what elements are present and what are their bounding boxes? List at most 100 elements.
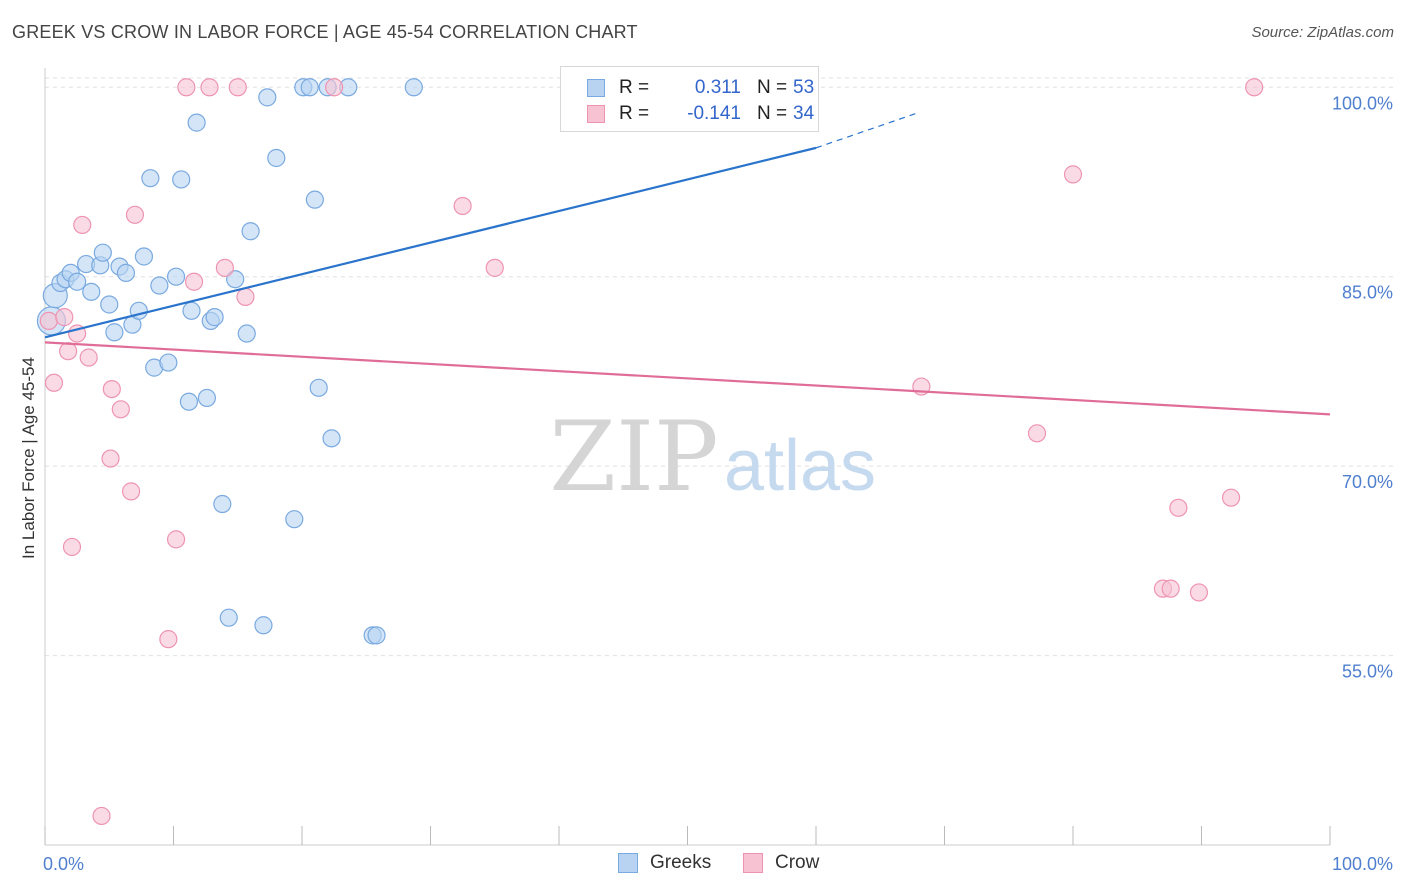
greeks-point [100,295,119,314]
greeks-point [322,429,341,448]
grid-lines [45,77,1394,657]
greeks-point [182,301,201,320]
crow-point [44,373,64,392]
greeks-point [179,392,199,411]
crow-point [1027,424,1047,443]
crow-point [184,272,204,291]
crow-point [121,482,141,501]
crow-point [228,78,247,97]
greeks-point [82,282,101,301]
watermark-zip: ZIP [549,401,718,513]
greeks-point [150,276,169,295]
crow-point [1221,488,1241,507]
crow-point [1245,78,1264,97]
crow-point [1063,165,1083,184]
crow-legend-label: Crow [775,852,820,873]
n-label: N = [757,77,788,98]
greeks-point [254,616,273,635]
crow-legend-swatch [743,853,763,873]
greeks-point [309,378,328,397]
crow-point [177,78,196,97]
y-tick-label: 100.0% [1332,93,1393,113]
crow-swatch [587,105,605,123]
correlation-legend: R = 0.311 N = 53 R = -0.141 N = 34 [560,66,819,132]
x-tick-label-min: 0.0% [43,854,84,874]
chart-title: GREEK VS CROW IN LABOR FORCE | AGE 45-54… [12,22,638,42]
crow-r-value: -0.141 [687,103,741,124]
crow-point [166,530,186,549]
crow-point [92,806,111,826]
greeks-point [159,353,178,372]
greeks-point [134,247,154,266]
crow-point [485,258,504,277]
crow-point [39,311,58,330]
greeks-point [68,272,87,291]
greeks-point [241,222,260,241]
crow-point [1161,579,1180,598]
crow-point [1189,583,1209,602]
y-tick-label: 70.0% [1342,472,1393,492]
greeks-point [172,170,191,189]
greeks-legend-swatch [618,853,638,873]
crow-point [62,537,82,557]
source-credit: Source: ZipAtlas.com [1251,24,1394,41]
crow-trend-line [44,341,1331,416]
greeks-point [197,388,217,408]
watermark-atlas: atlas [724,426,876,506]
axis-labels: 55.0% 70.0% 85.0% 100.0% 0.0% 100.0% In Labor … [19,93,1393,874]
crow-point [73,215,92,235]
crow-point [453,196,472,216]
greeks-trend-line [44,146,817,339]
greeks-n-value: 53 [793,77,815,98]
greeks-point [367,626,386,645]
n-label: N = [757,103,788,124]
crow-point [159,630,178,649]
crow-point [79,348,98,367]
crow-point [102,379,121,399]
y-axis-title: In Labor Force | Age 45-54 [19,357,38,559]
crow-point [236,287,255,306]
legend-item-crow: Crow [743,852,833,876]
greeks-point [116,263,136,283]
greeks-point [237,324,256,343]
crow-point [215,258,234,277]
greeks-point [404,78,423,97]
crow-point [125,205,145,224]
crow-n-value: 34 [793,103,815,124]
y-tick-label: 55.0% [1342,662,1393,682]
crow-point [59,342,78,361]
greeks-point [258,88,277,107]
greeks-legend-label: Greeks [650,852,712,873]
greeks-trend-extension [815,111,919,149]
trend-lines [44,111,1331,416]
greeks-point [305,190,324,209]
greeks-point [205,308,224,327]
crow-point [1169,498,1188,517]
greeks-point [219,608,238,627]
crow-point [325,78,344,97]
x-tick-label-max: 100.0% [1332,854,1393,874]
greeks-point [226,270,245,289]
greeks-point [93,243,112,262]
greeks-point [285,510,304,529]
crow-point [101,449,120,468]
crow-point [55,308,74,327]
r-label: R = [619,77,650,98]
greeks-point [300,78,319,97]
crow-point [111,400,130,419]
r-label: R = [619,103,650,124]
y-tick-label: 85.0% [1342,283,1393,303]
greeks-r-value: 0.311 [694,77,741,98]
axes [44,68,1331,846]
watermark: ZIP atlas [549,401,876,513]
greeks-swatch [587,79,605,97]
greeks-point [187,113,206,132]
crow-point [200,78,219,97]
legend-item-greeks: Greeks [618,852,728,876]
greeks-point [141,169,160,188]
greeks-point [166,267,186,286]
greeks-point [213,494,232,514]
greeks-point [105,323,124,342]
greeks-point [267,148,286,168]
